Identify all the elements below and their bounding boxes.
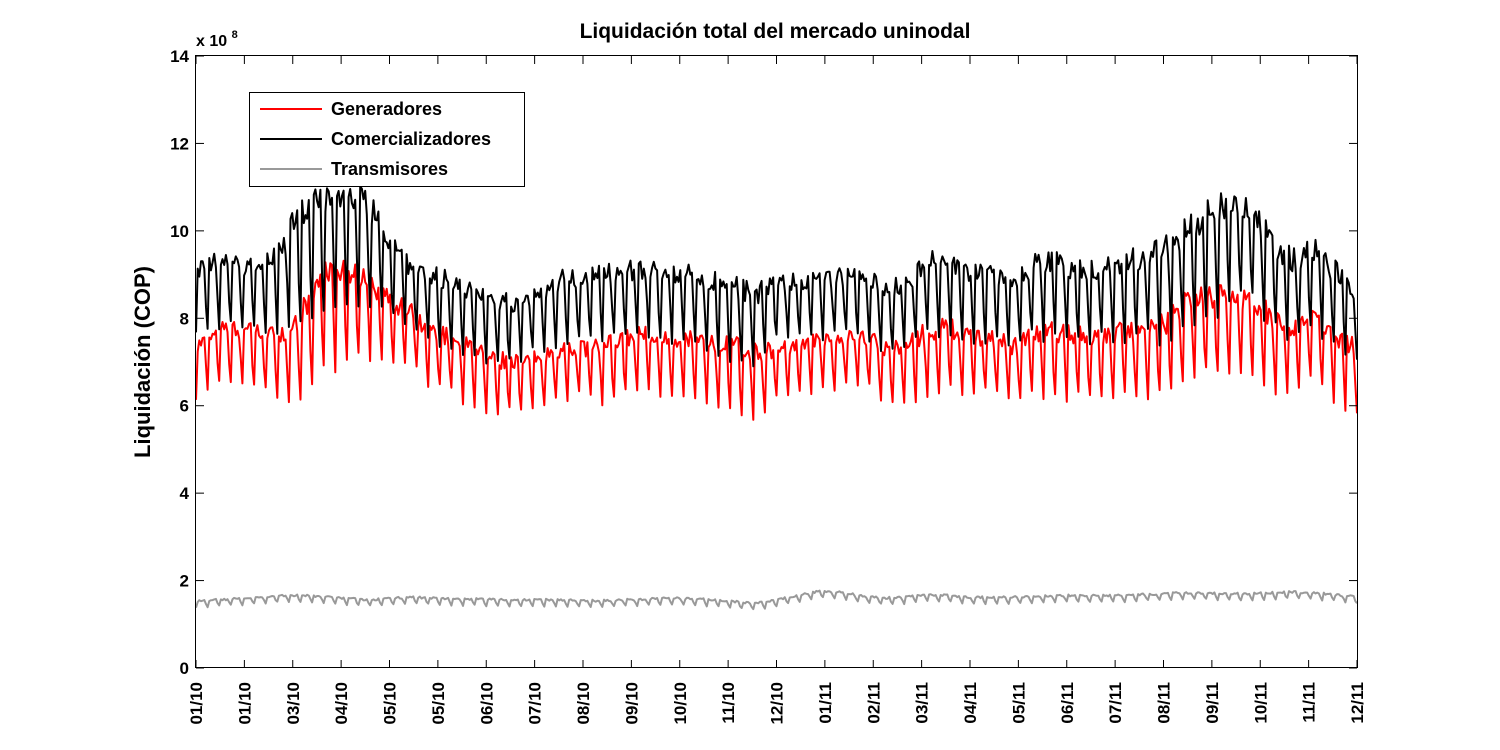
x-tick-label: 07/11 <box>1106 682 1125 724</box>
x-tick-label: 07/10 <box>526 682 545 725</box>
y-tick-label: 6 <box>180 397 189 416</box>
y-multiplier-exponent: 8 <box>232 29 238 41</box>
x-tick-label: 10/10 <box>671 682 690 725</box>
x-tick-label: 02/11 <box>864 682 883 724</box>
legend-label-generadores: Generadores <box>331 99 442 119</box>
series-line-generadores <box>195 259 1358 421</box>
x-tick-label: 12/11 <box>1348 682 1367 724</box>
y-tick-label: 12 <box>170 134 189 153</box>
x-axis: 01/10 01/10 03/10 04/10 05/10 05/10 06/10 07/10… <box>187 56 1367 725</box>
y-tick-label: 10 <box>170 222 189 241</box>
x-tick-label: 11/10 <box>719 682 738 724</box>
x-tick-label: 12/10 <box>768 682 787 725</box>
x-tick-label: 05/11 <box>1009 682 1028 724</box>
y-tick-label: 8 <box>180 309 189 328</box>
x-tick-label: 09/10 <box>622 682 641 725</box>
x-tick-label: 04/11 <box>961 682 980 724</box>
x-tick-label: 01/11 <box>816 682 835 724</box>
y-tick-label: 14 <box>170 47 189 66</box>
y-multiplier: x 10 8 <box>196 29 238 50</box>
x-tick-label: 10/11 <box>1251 682 1270 724</box>
y-axis-label: Liquidación (COP) <box>130 266 155 458</box>
x-tick-label: 03/10 <box>284 682 303 725</box>
x-tick-label: 05/10 <box>381 682 400 725</box>
series-line-transmisores <box>195 589 1358 611</box>
legend: Generadores Comercializadores Transmisor… <box>249 92 525 187</box>
y-axis: 0 2 4 6 8 10 12 14 <box>170 47 1357 678</box>
series-layer <box>195 185 1358 611</box>
x-tick-label: 11/11 <box>1300 682 1319 723</box>
x-tick-label: 08/10 <box>574 682 593 725</box>
y-tick-label: 2 <box>180 572 189 591</box>
x-tick-label: 08/11 <box>1155 682 1174 724</box>
x-tick-label: 06/10 <box>477 682 496 725</box>
x-tick-label: 04/10 <box>332 682 351 725</box>
legend-label-comercializadores: Comercializadores <box>331 129 491 149</box>
series-line-comercializadores <box>195 185 1358 368</box>
y-multiplier-base: x 10 <box>196 33 227 50</box>
y-tick-label: 4 <box>180 484 190 503</box>
x-tick-label: 03/11 <box>913 682 932 724</box>
x-tick-label: 01/10 <box>187 682 206 725</box>
x-tick-label: 09/11 <box>1203 682 1222 724</box>
x-tick-label: 01/10 <box>235 682 254 725</box>
chart-title: Liquidación total del mercado uninodal <box>580 20 971 43</box>
y-tick-label: 0 <box>180 659 189 678</box>
x-tick-label: 06/11 <box>1058 682 1077 724</box>
legend-label-transmisores: Transmisores <box>331 159 448 179</box>
x-tick-label: 05/10 <box>429 682 448 725</box>
